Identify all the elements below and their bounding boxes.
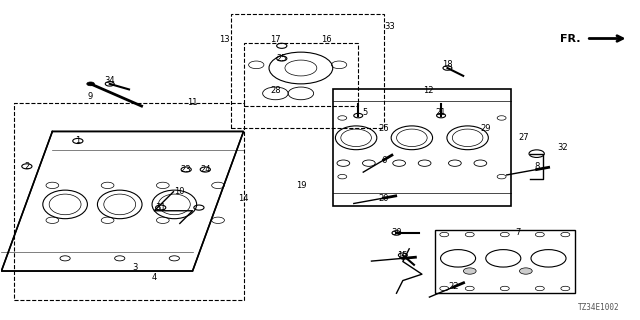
Text: 22: 22 (449, 282, 459, 292)
Circle shape (520, 268, 532, 274)
Circle shape (105, 82, 114, 86)
Text: 3: 3 (132, 263, 138, 272)
Text: 32: 32 (557, 143, 568, 152)
Text: 6: 6 (381, 156, 387, 164)
Circle shape (398, 253, 407, 257)
Text: 26: 26 (378, 124, 389, 133)
Text: 12: 12 (423, 86, 433, 95)
Bar (244, 43, 358, 106)
Text: 20: 20 (378, 194, 389, 203)
Text: 13: 13 (219, 35, 230, 44)
Text: 18: 18 (442, 60, 452, 69)
Bar (14, 103, 244, 300)
Text: 7: 7 (515, 228, 520, 237)
Text: 5: 5 (362, 108, 367, 117)
Circle shape (392, 231, 401, 235)
Circle shape (436, 113, 445, 118)
Bar (435, 230, 575, 293)
Text: 23: 23 (181, 165, 191, 174)
Text: 16: 16 (321, 35, 332, 44)
Text: 31: 31 (156, 203, 166, 212)
Text: TZ34E1002: TZ34E1002 (578, 303, 620, 312)
Text: 11: 11 (188, 99, 198, 108)
Circle shape (463, 268, 476, 274)
Text: 34: 34 (104, 76, 115, 85)
Text: 28: 28 (270, 86, 281, 95)
Text: 2: 2 (24, 162, 29, 171)
Text: 4: 4 (152, 273, 157, 282)
Text: 15: 15 (397, 251, 408, 260)
Text: 27: 27 (518, 133, 529, 142)
Text: 9: 9 (88, 92, 93, 101)
Bar (333, 89, 511, 206)
Circle shape (443, 66, 452, 70)
Text: 19: 19 (296, 181, 306, 190)
Text: 10: 10 (175, 187, 185, 196)
Text: 25: 25 (276, 54, 287, 63)
Text: 33: 33 (385, 22, 396, 31)
Text: 29: 29 (481, 124, 491, 133)
Circle shape (87, 82, 95, 86)
Bar (231, 14, 384, 128)
Text: 30: 30 (391, 228, 402, 237)
Text: 1: 1 (76, 136, 81, 146)
Text: 14: 14 (238, 194, 249, 203)
Text: 21: 21 (436, 108, 446, 117)
Text: 8: 8 (534, 162, 540, 171)
Circle shape (354, 113, 363, 118)
Text: 17: 17 (270, 35, 281, 44)
Text: 24: 24 (200, 165, 211, 174)
